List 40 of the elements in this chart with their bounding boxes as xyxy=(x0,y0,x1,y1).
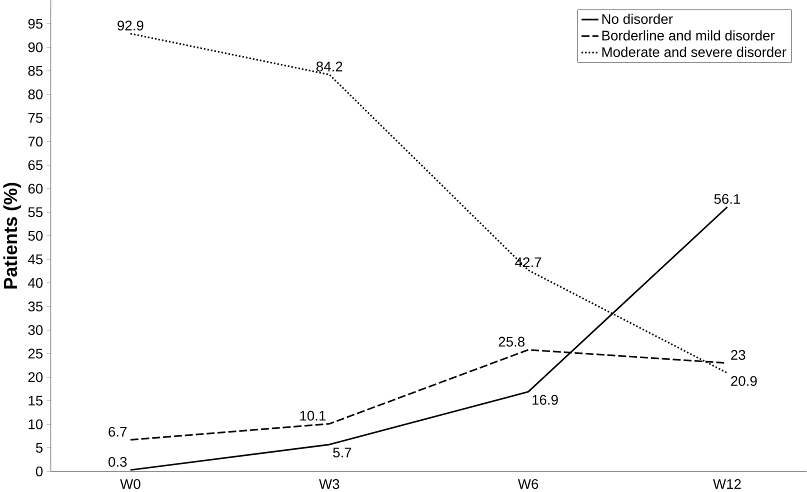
y-tick-label: 15 xyxy=(28,396,43,406)
y-tick-label: 45 xyxy=(28,254,43,264)
data-label: 23 xyxy=(731,350,746,360)
data-label: 56.1 xyxy=(714,194,740,204)
y-tick-label: 25 xyxy=(28,348,43,358)
y-tick-label: 35 xyxy=(28,301,43,312)
y-tick-label: 95 xyxy=(28,18,43,29)
y-tick-label: 5 xyxy=(36,442,43,453)
y-axis-title: Patients (%) xyxy=(3,182,21,288)
y-tick-label: 50 xyxy=(28,230,43,241)
data-label: 16.9 xyxy=(532,394,558,405)
y-tick-label: 75 xyxy=(28,113,43,123)
data-label: 10.1 xyxy=(300,410,326,420)
data-label: 92.9 xyxy=(118,20,144,30)
y-tick-label: 60 xyxy=(28,184,43,194)
data-label: 20.9 xyxy=(731,376,757,386)
data-label: 0.3 xyxy=(108,456,127,467)
data-label: 25.8 xyxy=(498,336,525,347)
y-tick-label: 0 xyxy=(36,466,43,476)
y-tick-label: 90 xyxy=(28,42,43,52)
x-tick-label: W3 xyxy=(319,478,340,489)
y-tick-label: 65 xyxy=(28,160,43,170)
data-label: 84.2 xyxy=(316,61,342,72)
y-tick-label: 80 xyxy=(28,89,43,100)
data-label: 5.7 xyxy=(333,448,352,458)
legend-label: No disorder xyxy=(602,14,673,24)
y-tick-label: 55 xyxy=(28,207,43,217)
y-tick-label: 30 xyxy=(28,324,43,335)
y-tick-label: 70 xyxy=(28,136,43,146)
y-tick-label: 20 xyxy=(28,372,43,382)
data-label: 6.7 xyxy=(108,426,127,437)
data-label: 42.7 xyxy=(515,257,542,267)
legend-label: Moderate and severe disorder xyxy=(602,46,786,57)
y-tick-label: 40 xyxy=(28,278,43,288)
x-tick-label: W0 xyxy=(120,478,140,489)
y-tick-label: 85 xyxy=(28,66,43,76)
x-tick-label: W6 xyxy=(518,478,538,489)
legend-label: Borderline and mild disorder xyxy=(602,30,775,40)
x-tick-label: W12 xyxy=(713,478,741,489)
y-tick-label: 10 xyxy=(28,419,43,430)
